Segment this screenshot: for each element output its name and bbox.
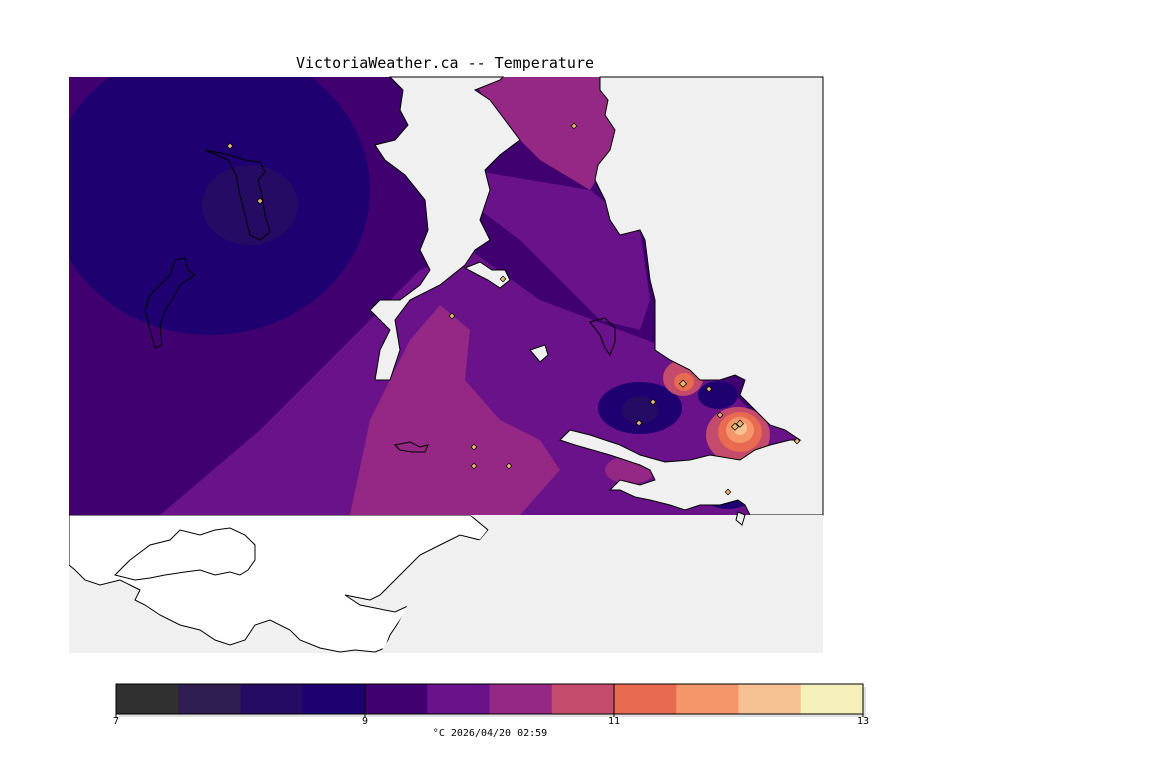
colorbar-swatch — [116, 684, 179, 714]
colorbar-swatch — [178, 684, 241, 714]
station-marker[interactable] — [635, 419, 643, 427]
water-south-strait — [380, 515, 823, 653]
colorbar-swatch — [427, 684, 490, 714]
cold-pocket-east — [698, 381, 738, 409]
colorbar-tick-9: 9 — [361, 716, 369, 727]
station-marker[interactable] — [470, 443, 478, 451]
band-9-10 — [160, 250, 823, 515]
colorbar-swatch — [614, 684, 677, 714]
colorbar-tick-7: 7 — [112, 716, 120, 727]
station-marker[interactable] — [570, 122, 578, 130]
colorbar-swatch — [240, 684, 304, 714]
map-title: VictoriaWeather.ca -- Temperature — [295, 54, 594, 72]
islet-saanich — [463, 261, 511, 289]
station-marker[interactable] — [716, 411, 724, 419]
band-north-warm — [470, 77, 615, 190]
station-marker[interactable] — [226, 142, 234, 150]
colorbar-swatch — [302, 684, 366, 714]
water-east — [559, 76, 824, 516]
colorbar-swatch — [800, 684, 864, 714]
colorbar-swatch — [676, 684, 739, 714]
station-marker[interactable] — [735, 419, 745, 428]
station-marker[interactable] — [793, 437, 801, 445]
colorbar-swatch — [489, 684, 553, 714]
station-marker[interactable] — [470, 462, 478, 470]
lake-outline-2 — [144, 257, 196, 349]
colorbar-swatch — [551, 684, 615, 714]
station-marker[interactable] — [730, 422, 740, 431]
islet-3 — [735, 511, 746, 526]
colorbar — [115, 683, 866, 717]
colorbar-tick-13: 13 — [856, 716, 870, 727]
station-marker[interactable] — [724, 488, 732, 496]
colorbar-caption: °C 2026/04/20 02:59 — [432, 728, 548, 739]
colorbar-swatch — [365, 684, 428, 714]
lake-outline-4 — [589, 317, 616, 357]
station-marker[interactable] — [256, 197, 264, 205]
lake-outline-3 — [393, 441, 429, 453]
cold-dome-inner — [202, 165, 298, 245]
station-marker[interactable] — [678, 379, 688, 388]
station-marker[interactable] — [448, 312, 456, 320]
colorbar-tick-11: 11 — [607, 716, 621, 727]
station-marker[interactable] — [505, 462, 513, 470]
station-marker[interactable] — [649, 398, 657, 406]
band-10-11 — [350, 305, 560, 515]
station-marker[interactable] — [705, 385, 713, 393]
lake-outline-1 — [204, 149, 271, 241]
islet-2 — [529, 344, 549, 363]
colorbar-swatch — [738, 684, 802, 714]
water-strait — [369, 76, 521, 381]
station-marker[interactable] — [499, 275, 507, 283]
peninsula-outline — [114, 527, 256, 581]
band-north-mid — [470, 170, 650, 330]
cold-pocket-core — [622, 396, 658, 424]
